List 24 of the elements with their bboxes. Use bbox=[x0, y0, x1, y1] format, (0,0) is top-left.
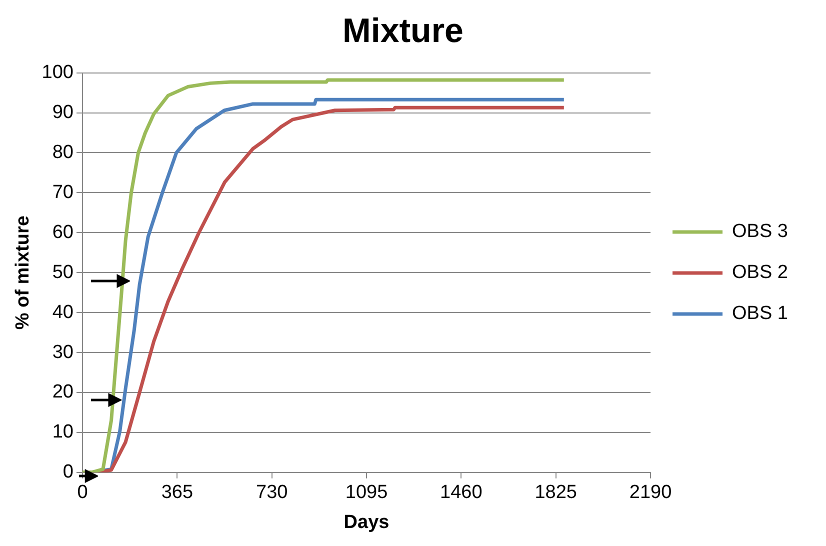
y-tick-label: 50 bbox=[52, 262, 74, 283]
y-tick-label: 100 bbox=[42, 62, 74, 84]
x-tick-label: 0 bbox=[77, 482, 88, 504]
legend-label: OBS 1 bbox=[732, 303, 788, 324]
y-tick-label: 70 bbox=[52, 182, 74, 203]
y-axis-title: % of mixture bbox=[12, 216, 34, 330]
y-tick-label: 90 bbox=[52, 102, 74, 123]
x-tick-label: 730 bbox=[256, 482, 288, 504]
y-tick-label: 40 bbox=[52, 302, 74, 323]
y-tick-label: 20 bbox=[52, 382, 74, 403]
y-tick-label: 10 bbox=[52, 422, 74, 443]
y-tick-label: 30 bbox=[52, 342, 74, 363]
chart-title: Mixture bbox=[342, 12, 464, 50]
y-tick-label: 0 bbox=[62, 462, 74, 483]
legend-label: OBS 3 bbox=[732, 221, 788, 242]
x-axis-title: Days bbox=[344, 512, 390, 533]
x-tick-label: 1825 bbox=[534, 482, 577, 504]
x-tick-label: 1095 bbox=[345, 482, 388, 504]
x-tick-label: 1460 bbox=[440, 482, 482, 504]
x-tick-label: 365 bbox=[161, 482, 194, 504]
y-tick-label: 60 bbox=[52, 222, 74, 243]
y-tick-label: 80 bbox=[52, 142, 74, 163]
legend-label: OBS 2 bbox=[732, 262, 788, 284]
x-tick-label: 2190 bbox=[629, 482, 672, 504]
